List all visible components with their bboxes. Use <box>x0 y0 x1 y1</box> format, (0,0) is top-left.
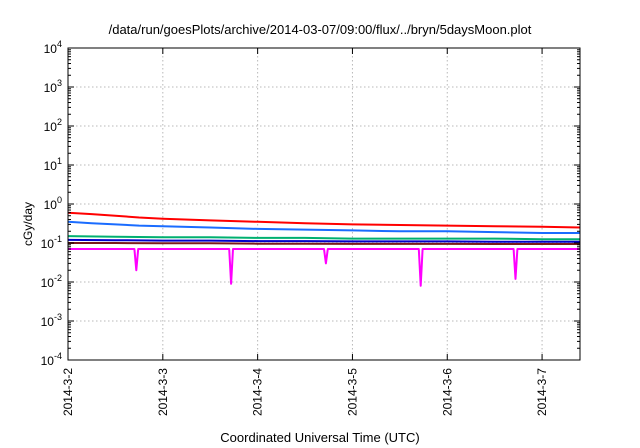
series-line <box>68 242 580 245</box>
axis-ticks <box>67 47 580 361</box>
grid-lines <box>68 48 580 360</box>
x-tick-label: 2014-3-2 <box>61 368 75 416</box>
y-tick-label: 10-1 <box>41 234 62 251</box>
series-line <box>67 238 580 243</box>
series-line <box>67 211 581 229</box>
x-tick-labels: 2014-3-2 2014-3-3 2014-3-4 2014-3-5 2014-3-6… <box>61 368 549 416</box>
x-tick-label: 2014-3-4 <box>251 368 265 416</box>
series-lines <box>67 211 581 287</box>
y-axis-label: cGy/day <box>21 202 35 246</box>
y-tick-label: 10-3 <box>41 312 62 329</box>
y-tick-label: 100 <box>44 195 62 212</box>
series-line <box>67 235 580 241</box>
y-tick-label: 10-2 <box>41 273 62 290</box>
y-tick-label: 104 <box>44 39 62 56</box>
x-tick-label: 2014-3-5 <box>345 368 359 416</box>
chart-title: /data/run/goesPlots/archive/2014-03-07/0… <box>108 22 532 37</box>
y-tick-label: 103 <box>44 78 62 95</box>
y-tick-label: 10-4 <box>41 351 62 368</box>
y-tick-label: 102 <box>44 117 62 134</box>
x-tick-label: 2014-3-6 <box>440 368 454 416</box>
y-tick-label: 101 <box>44 156 62 173</box>
x-axis-label: Coordinated Universal Time (UTC) <box>220 430 420 445</box>
y-tick-labels: 10-4 10-3 10-2 10-1 100 101 102 103 104 <box>41 39 62 368</box>
series-line <box>67 220 580 234</box>
x-tick-label: 2014-3-7 <box>535 368 549 416</box>
x-tick-label: 2014-3-3 <box>156 368 170 416</box>
series-line <box>68 248 580 287</box>
